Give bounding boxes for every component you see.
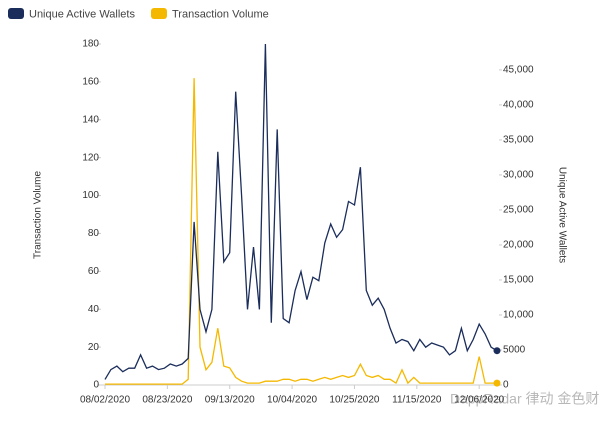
x-tick-label: 10/25/2020 xyxy=(329,395,379,406)
y2-tick-label: 45,000 xyxy=(503,65,534,76)
y-tick-label: 120 xyxy=(82,152,99,163)
watermark: DappRadar 律动 金色财经 xyxy=(450,391,600,407)
x-tick-label: 08/23/2020 xyxy=(142,395,192,406)
legend: Unique Active Wallets Transaction Volume xyxy=(8,8,269,20)
y-tick-label: 100 xyxy=(82,190,99,201)
y2-tick-label: 35,000 xyxy=(503,135,534,146)
legend-swatch xyxy=(150,8,167,19)
y2-axis-title: Unique Active Wallets xyxy=(556,167,567,263)
legend-label: Unique Active Wallets xyxy=(29,8,135,20)
y2-tick-label: 0 xyxy=(503,380,509,391)
x-tick-label: 09/13/2020 xyxy=(205,395,255,406)
legend-label: Transaction Volume xyxy=(172,8,269,20)
end-marker xyxy=(493,379,501,387)
y2-tick-label: 15,000 xyxy=(503,275,534,286)
y-tick-label: 140 xyxy=(82,114,99,125)
y-tick-label: 180 xyxy=(82,39,99,50)
y-axis-title: Transaction Volume xyxy=(33,171,44,259)
x-tick-label: 12/06/2020 xyxy=(454,395,504,406)
y2-tick-label: 20,000 xyxy=(503,240,534,251)
y2-tick-label: 30,000 xyxy=(503,170,534,181)
y2-tick-label: 10,000 xyxy=(503,310,534,321)
y-tick-label: 80 xyxy=(88,228,100,239)
y2-tick-label: 40,000 xyxy=(503,100,534,111)
y2-tick-label: 5000 xyxy=(503,345,526,356)
y-tick-label: 20 xyxy=(88,342,100,353)
y-tick-label: 160 xyxy=(82,77,99,88)
x-tick-label: 08/02/2020 xyxy=(80,395,130,406)
x-tick-label: 11/15/2020 xyxy=(392,395,442,406)
y-tick-label: 60 xyxy=(88,266,100,277)
y-tick-label: 0 xyxy=(93,380,99,391)
x-tick-label: 10/04/2020 xyxy=(267,395,317,406)
legend-swatch xyxy=(8,8,24,19)
series-line xyxy=(105,78,497,385)
series-line xyxy=(104,43,498,380)
end-marker xyxy=(493,347,501,355)
y-tick-label: 40 xyxy=(88,304,100,315)
y2-tick-label: 25,000 xyxy=(503,205,534,216)
